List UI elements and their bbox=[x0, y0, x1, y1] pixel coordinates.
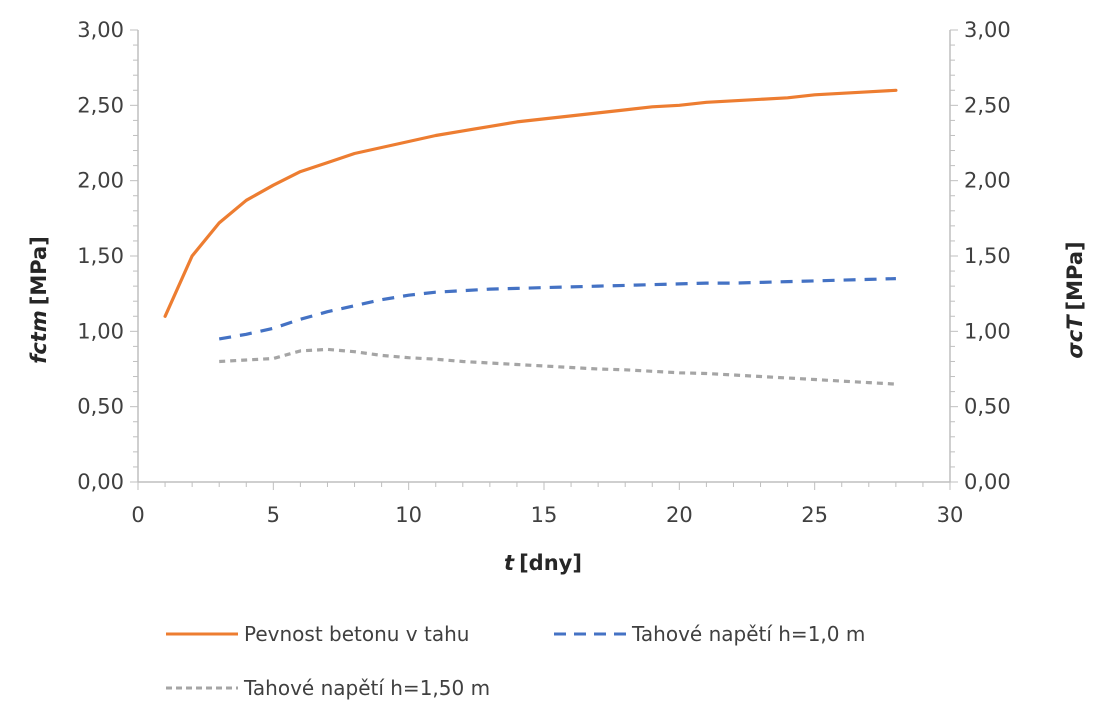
series-line-2 bbox=[219, 347, 896, 386]
x-axis-title: t [dny] bbox=[504, 551, 582, 575]
legend-label-1: Tahové napětí h=1,0 m bbox=[631, 622, 865, 646]
x-tick-label: 15 bbox=[531, 503, 558, 527]
series-line-1 bbox=[218, 277, 896, 341]
y-right-tick-label: 0,50 bbox=[964, 395, 1011, 419]
series-layer bbox=[163, 88, 898, 386]
y-right-tick-label: 1,50 bbox=[964, 244, 1011, 268]
right-tick-labels: 0,00 0,50 1,00 1,50 2,00 2,50 3,00 bbox=[964, 18, 1011, 494]
y-left-tick-label: 0,50 bbox=[77, 395, 124, 419]
legend-item-2: Tahové napětí h=1,50 m bbox=[166, 676, 490, 700]
y-right-tick-label: 2,00 bbox=[964, 169, 1011, 193]
x-tick-label: 5 bbox=[267, 503, 280, 527]
legend: Pevnost betonu v tahu Tahové napětí h=1,… bbox=[166, 622, 865, 700]
y-left-tick-label: 3,00 bbox=[77, 18, 124, 42]
x-tick-label: 25 bbox=[801, 503, 828, 527]
axes bbox=[130, 29, 958, 490]
legend-label-2: Tahové napětí h=1,50 m bbox=[243, 676, 490, 700]
y-left-tick-label: 1,50 bbox=[77, 244, 124, 268]
legend-item-1: Tahové napětí h=1,0 m bbox=[554, 622, 865, 646]
x-tick-label: 30 bbox=[937, 503, 964, 527]
x-tick-label: 10 bbox=[395, 503, 422, 527]
y-right-tick-label: 3,00 bbox=[964, 18, 1011, 42]
y-left-tick-label: 2,00 bbox=[77, 169, 124, 193]
y-right-tick-label: 1,00 bbox=[964, 319, 1011, 343]
legend-label-0: Pevnost betonu v tahu bbox=[244, 622, 469, 646]
x-tick-label: 0 bbox=[131, 503, 144, 527]
y-left-tick-label: 1,00 bbox=[77, 319, 124, 343]
x-tick-labels: 0 5 10 15 20 25 30 bbox=[131, 503, 963, 527]
series-line-0 bbox=[163, 88, 898, 318]
legend-item-0: Pevnost betonu v tahu bbox=[166, 622, 469, 646]
y-left-tick-label: 2,50 bbox=[77, 93, 124, 117]
y-right-tick-label: 0,00 bbox=[964, 470, 1011, 494]
left-tick-labels: 0,00 0,50 1,00 1,50 2,00 2,50 3,00 bbox=[77, 18, 124, 494]
y-left-tick-label: 0,00 bbox=[77, 470, 124, 494]
x-tick-label: 20 bbox=[666, 503, 693, 527]
y-right-axis-title: σcT[MPa] bbox=[1063, 241, 1087, 358]
y-left-axis-title: fctm[MPa] bbox=[27, 236, 51, 364]
y-right-tick-label: 2,50 bbox=[964, 93, 1011, 117]
